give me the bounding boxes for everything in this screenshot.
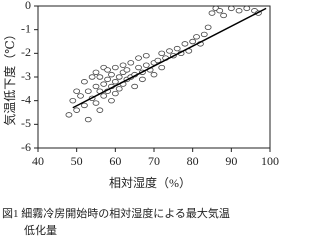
point: [84, 88, 92, 94]
point: [100, 81, 108, 87]
point: [208, 10, 216, 16]
point: [108, 71, 115, 78]
point: [115, 74, 123, 80]
point: [243, 5, 251, 12]
point: [166, 48, 173, 54]
point: [189, 38, 197, 45]
x-axis-label: 相対湿度（%）: [109, 175, 191, 190]
x-tick-label: 50: [71, 154, 83, 168]
point: [204, 24, 212, 30]
point: [69, 97, 77, 104]
point: [158, 50, 166, 57]
point: [111, 90, 119, 97]
point: [142, 62, 150, 68]
point: [111, 64, 119, 71]
y-tick-label: -1: [21, 21, 31, 35]
page: {"chart_data": {"type": "scatter", "xlab…: [1, 0, 282, 240]
x-tick-label: 80: [187, 154, 199, 168]
caption: 図1 細霧冷房開始時の相対湿度による最大気温 低化量: [2, 206, 282, 240]
y-tick-label: -3: [21, 69, 31, 83]
caption-line: 低化量: [24, 225, 57, 237]
point: [65, 112, 73, 118]
point: [73, 107, 81, 113]
point: [158, 64, 166, 71]
y-tick-label: -5: [21, 116, 31, 130]
point: [235, 8, 243, 14]
point: [193, 34, 200, 40]
point: [220, 12, 228, 19]
x-tick-label: 40: [32, 154, 44, 168]
caption-line: 図1 細霧冷房開始時の相対湿度による最大気温: [2, 208, 230, 220]
point: [227, 5, 235, 12]
point: [92, 69, 100, 75]
point: [115, 86, 123, 92]
point: [84, 116, 92, 123]
x-tick-label: 100: [261, 154, 279, 168]
y-axis-label: 気温低下度（℃）: [2, 28, 17, 125]
y-tick-label: 0: [25, 0, 31, 12]
point: [142, 53, 150, 59]
point: [81, 102, 88, 109]
point: [127, 60, 135, 66]
point: [200, 31, 208, 38]
point: [73, 88, 81, 94]
point: [154, 57, 162, 64]
point: [108, 97, 115, 104]
point: [111, 79, 119, 85]
point: [104, 67, 111, 73]
y-tick-label: -4: [21, 92, 31, 106]
point: [77, 93, 84, 99]
y-tick-label: -6: [21, 140, 31, 154]
x-tick-label: 70: [148, 154, 160, 168]
point: [92, 100, 100, 106]
point: [181, 41, 189, 47]
point: [150, 71, 158, 78]
fit-line: [72, 7, 267, 109]
point: [216, 8, 224, 14]
chart: 相対湿度（%） 気温低下度（℃） 0 -1 -2 -3 -4 -5 -640 50 60 70 80…: [2, 0, 279, 190]
point: [138, 76, 146, 83]
point: [173, 45, 181, 52]
point: [135, 64, 142, 71]
point: [96, 74, 104, 80]
point: [88, 74, 96, 80]
y-tick-label: -2: [21, 45, 31, 59]
point: [96, 107, 104, 113]
point: [135, 55, 142, 61]
point: [123, 67, 131, 73]
point: [119, 62, 127, 68]
point: [104, 76, 111, 83]
point: [131, 83, 139, 90]
x-tick-label: 90: [225, 154, 237, 168]
x-tick-label: 60: [109, 154, 121, 168]
point: [100, 93, 108, 99]
point: [92, 83, 100, 90]
point: [81, 79, 88, 85]
